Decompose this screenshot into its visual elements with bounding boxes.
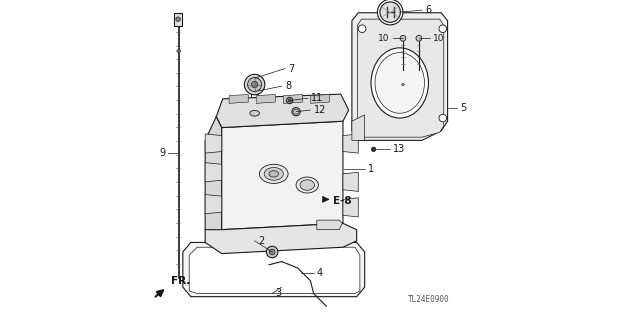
Circle shape: [358, 25, 366, 33]
Ellipse shape: [252, 90, 257, 93]
Polygon shape: [284, 94, 303, 103]
Polygon shape: [189, 247, 360, 293]
Text: 13: 13: [394, 144, 406, 154]
Circle shape: [244, 74, 265, 95]
Circle shape: [288, 99, 291, 102]
Polygon shape: [357, 19, 444, 137]
Polygon shape: [317, 220, 342, 230]
Circle shape: [416, 35, 422, 41]
Circle shape: [439, 114, 447, 122]
Text: 2: 2: [258, 236, 264, 246]
Text: TL24E0900: TL24E0900: [408, 295, 449, 304]
Circle shape: [248, 78, 262, 92]
Ellipse shape: [264, 167, 284, 180]
Circle shape: [292, 108, 300, 116]
Circle shape: [294, 109, 298, 114]
Polygon shape: [183, 242, 365, 297]
Ellipse shape: [375, 53, 424, 113]
Polygon shape: [343, 172, 358, 191]
Text: 7: 7: [288, 63, 294, 74]
Circle shape: [252, 81, 258, 88]
Circle shape: [266, 246, 278, 258]
Ellipse shape: [296, 177, 319, 193]
Polygon shape: [205, 223, 356, 254]
Polygon shape: [174, 13, 182, 26]
Circle shape: [287, 97, 293, 104]
Polygon shape: [352, 115, 365, 140]
Ellipse shape: [250, 89, 259, 94]
Ellipse shape: [177, 50, 180, 52]
Polygon shape: [205, 195, 221, 214]
Polygon shape: [343, 134, 358, 153]
Circle shape: [439, 25, 447, 33]
Polygon shape: [256, 94, 275, 103]
Ellipse shape: [259, 164, 288, 183]
Text: 4: 4: [317, 268, 323, 278]
Circle shape: [176, 17, 180, 21]
Ellipse shape: [178, 50, 180, 52]
Circle shape: [402, 83, 404, 86]
Text: 10: 10: [378, 34, 390, 43]
Ellipse shape: [250, 110, 259, 116]
Polygon shape: [205, 163, 221, 182]
Polygon shape: [352, 13, 447, 140]
Text: 12: 12: [314, 105, 326, 115]
Polygon shape: [205, 134, 221, 153]
Polygon shape: [216, 94, 349, 128]
Polygon shape: [205, 116, 221, 241]
Text: 11: 11: [311, 93, 323, 103]
Polygon shape: [343, 198, 358, 217]
Circle shape: [380, 2, 401, 22]
Text: 1: 1: [368, 164, 374, 174]
Text: 6: 6: [425, 5, 431, 15]
Ellipse shape: [300, 180, 314, 190]
Text: E-8: E-8: [333, 196, 351, 206]
Polygon shape: [221, 121, 343, 230]
Circle shape: [269, 249, 275, 255]
Polygon shape: [310, 94, 330, 103]
Ellipse shape: [371, 48, 428, 118]
Text: 3: 3: [275, 288, 282, 299]
Ellipse shape: [269, 171, 278, 177]
Text: 5: 5: [460, 103, 466, 114]
Text: 8: 8: [285, 81, 291, 91]
Text: 10: 10: [433, 34, 445, 43]
Text: 9: 9: [159, 148, 165, 158]
Polygon shape: [229, 94, 248, 103]
Circle shape: [378, 0, 403, 25]
Text: FR.: FR.: [172, 276, 191, 286]
Circle shape: [371, 147, 376, 152]
Circle shape: [400, 35, 406, 41]
